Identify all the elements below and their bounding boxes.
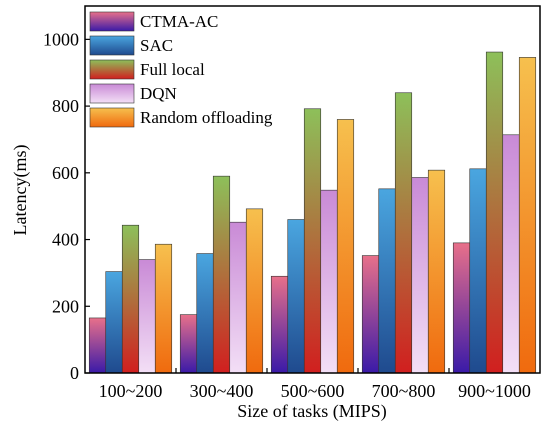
bar-ctma-ac-2 bbox=[270, 275, 289, 374]
legend-swatch-1 bbox=[89, 35, 135, 56]
plot-frame bbox=[84, 5, 541, 374]
legend-swatch-4 bbox=[89, 107, 135, 128]
bar-full-local-0 bbox=[121, 224, 140, 374]
y-tick-label-5: 1000 bbox=[43, 29, 79, 49]
y-tick-label-0: 0 bbox=[70, 363, 79, 383]
bar-sac-0 bbox=[105, 271, 123, 374]
y-axis-title: Latency(ms) bbox=[10, 145, 31, 236]
y-tick-label-1: 200 bbox=[52, 296, 79, 316]
bar-dqn-2 bbox=[320, 189, 338, 374]
bar-dqn-3 bbox=[411, 177, 429, 374]
x-tick-label-4: 900~1000 bbox=[458, 381, 531, 401]
bar-full-local-1 bbox=[212, 175, 231, 374]
bar-ctma-ac-3 bbox=[361, 255, 380, 374]
bar-sac-1 bbox=[196, 253, 214, 374]
y-tick-label-4: 800 bbox=[52, 96, 79, 116]
x-axis-title: Size of tasks (MIPS) bbox=[237, 401, 387, 422]
legend-swatch-2 bbox=[89, 59, 135, 80]
legend-label-3: DQN bbox=[140, 84, 177, 103]
bar-random-offloading-4 bbox=[518, 57, 537, 374]
bar-ctma-ac-0 bbox=[88, 317, 107, 374]
bar-dqn-4 bbox=[502, 134, 520, 374]
x-tick-label-2: 500~600 bbox=[281, 381, 345, 401]
x-tick-label-3: 700~800 bbox=[372, 381, 436, 401]
bar-random-offloading-2 bbox=[336, 119, 355, 374]
bar-ctma-ac-1 bbox=[179, 314, 198, 374]
bar-sac-4 bbox=[469, 168, 487, 374]
bar-full-local-3 bbox=[394, 92, 413, 374]
bar-dqn-0 bbox=[138, 259, 156, 374]
bar-random-offloading-3 bbox=[427, 169, 446, 374]
legend-label-4: Random offloading bbox=[140, 108, 273, 127]
y-tick-label-2: 400 bbox=[52, 230, 79, 250]
legend-swatch-0 bbox=[89, 11, 135, 32]
bar-random-offloading-1 bbox=[245, 208, 264, 374]
x-tick-label-1: 300~400 bbox=[190, 381, 254, 401]
legend-label-1: SAC bbox=[140, 36, 173, 55]
axes-layer: 0 200 400 600 800 1000 100~200 300~400 500~600 70… bbox=[43, 29, 531, 401]
legend-swatch-3 bbox=[89, 83, 135, 104]
y-tick-label-3: 600 bbox=[52, 163, 79, 183]
bar-sac-3 bbox=[378, 188, 396, 374]
bar-full-local-4 bbox=[485, 51, 504, 374]
legend: CTMA-AC SAC Full local DQN Random offloading bbox=[89, 11, 273, 128]
bar-random-offloading-0 bbox=[154, 243, 173, 374]
bar-sac-2 bbox=[287, 219, 305, 374]
legend-label-2: Full local bbox=[140, 60, 205, 79]
bar-dqn-1 bbox=[229, 221, 247, 374]
bar-full-local-2 bbox=[303, 108, 322, 374]
bar-ctma-ac-4 bbox=[452, 242, 471, 374]
bars-layer bbox=[88, 51, 537, 374]
legend-label-0: CTMA-AC bbox=[140, 12, 218, 31]
x-tick-label-0: 100~200 bbox=[99, 381, 163, 401]
